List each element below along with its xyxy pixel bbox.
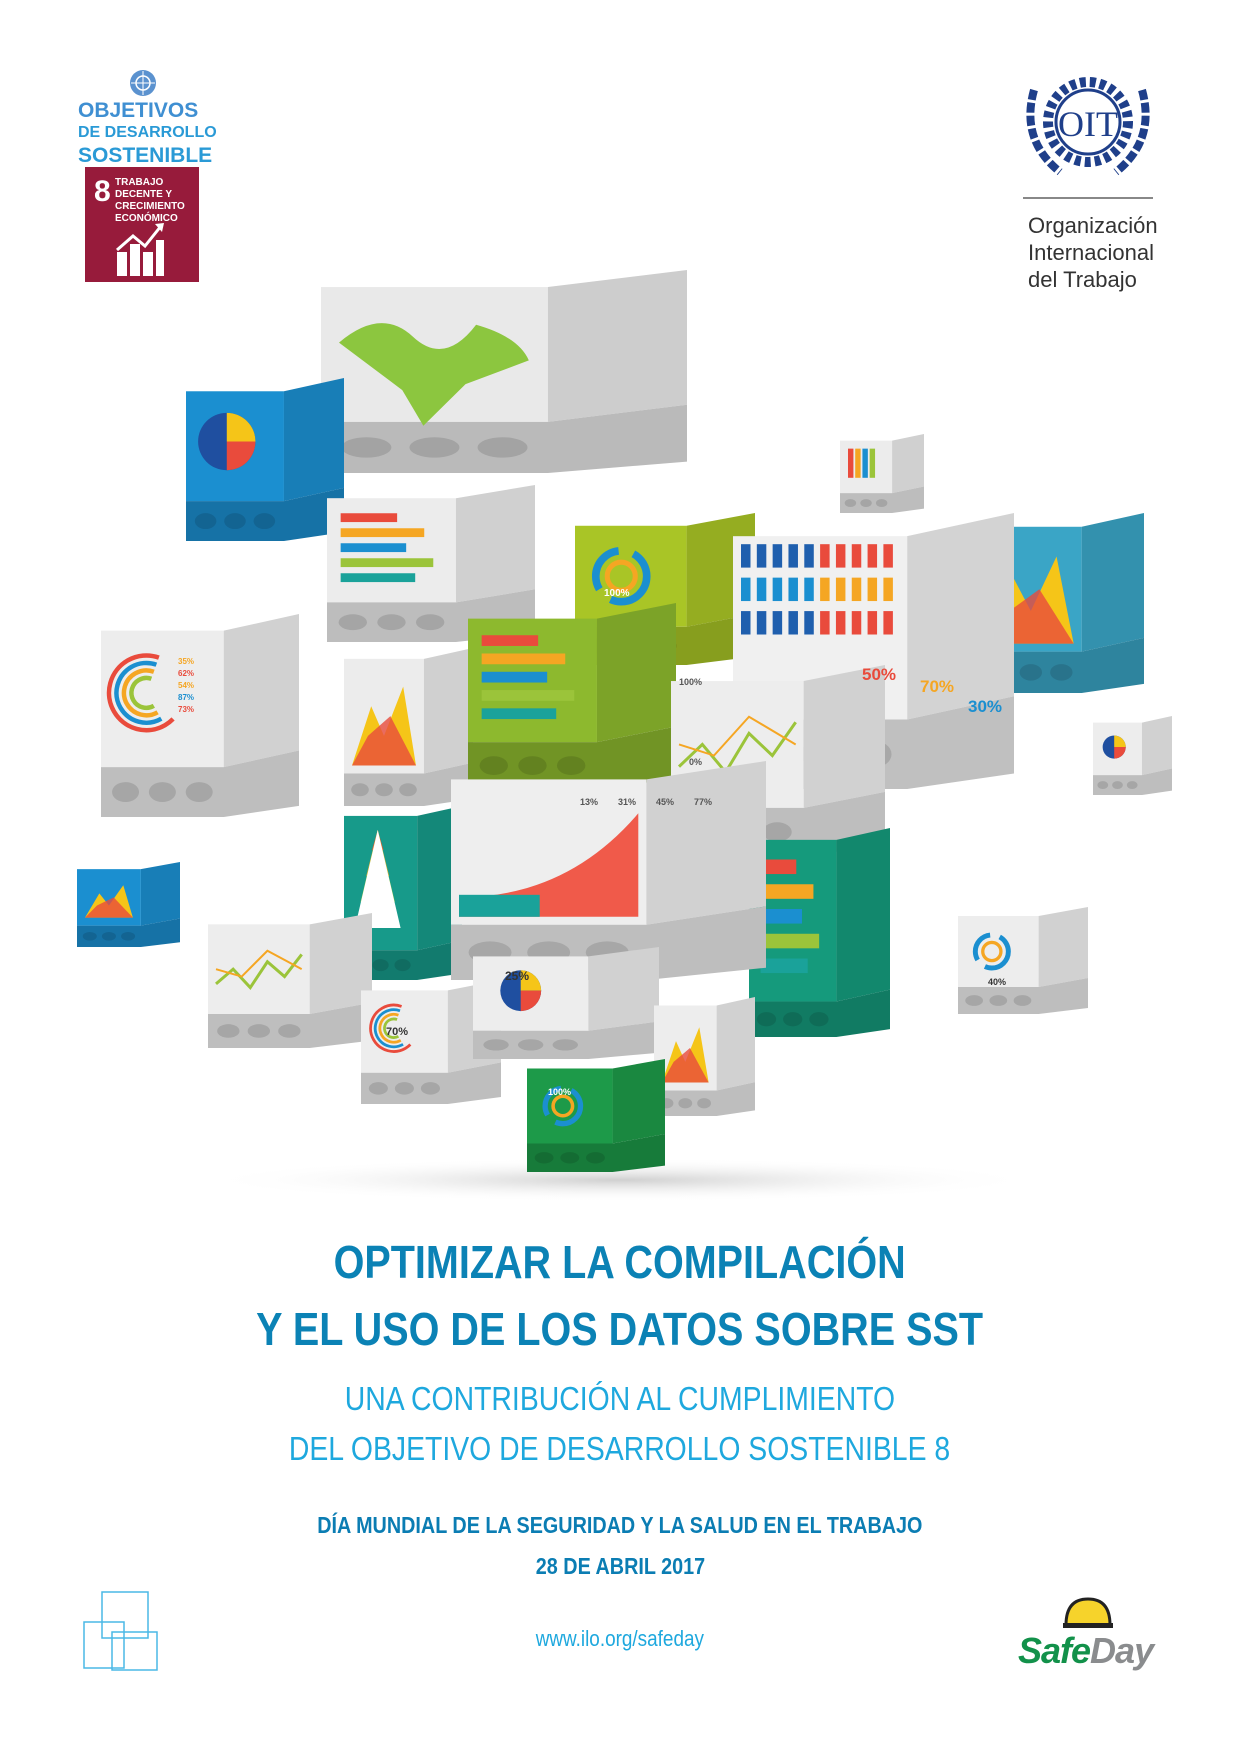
sdg-title-line3: SOSTENIBLE [78, 144, 213, 167]
green-donut-block [527, 1059, 665, 1172]
un-emblem-icon [130, 70, 156, 96]
rising-bar-chart-icon [116, 223, 164, 276]
subtitle-line1-wrap: UNA CONTRIBUCIÓN AL CUMPLIMIENTO [0, 1380, 1240, 1418]
ground-shadow [200, 1158, 1040, 1200]
donut-right-label: 40% [988, 977, 1006, 987]
curve-chart-block [451, 761, 766, 980]
headline-line1-wrap: OPTIMIZAR LA COMPILACIÓN [0, 1235, 1240, 1289]
squares-logo-icon [83, 1591, 158, 1671]
sdg-logo-title: OBJETIVOS DE DESARROLLO SOSTENIBLE [78, 98, 218, 168]
subtitle-line2: DEL OBJETIVO DE DESARROLLO SOSTENIBLE 8 [289, 1430, 951, 1467]
small-blue-block [77, 862, 180, 947]
safeday-logo-day: Day [1090, 1630, 1154, 1671]
c-legend-label-1: 62% [178, 669, 194, 678]
green-bar-block [468, 603, 676, 789]
bar-chart-block [327, 485, 535, 642]
sdg-goal-number: 8 [94, 175, 111, 208]
area-chart-block [344, 648, 473, 806]
c-legend-label-4: 73% [178, 705, 194, 714]
headline-line2-wrap: Y EL USO DE LOS DATOS SOBRE SST [0, 1302, 1240, 1356]
line-chart-top-label: 100% [679, 677, 702, 687]
people-pct-70: 70% [920, 677, 954, 696]
safeday-logo: SafeDay [1018, 1630, 1154, 1672]
oit-divider [1023, 197, 1153, 199]
c-legend-label-3: 87% [178, 693, 194, 702]
safeday-url-link[interactable]: www.ilo.org/safeday [535, 1626, 705, 1651]
c-legend-label-2: 54% [178, 681, 194, 690]
oit-name-line1: Organización [1028, 213, 1158, 238]
c-chart-block [101, 614, 299, 817]
sdg-title-line2: DE DESARROLLO [78, 124, 217, 141]
people-pct-30: 30% [968, 697, 1002, 716]
headline-line2: Y EL USO DE LOS DATOS SOBRE SST [256, 1303, 984, 1355]
c-legend-label-0: 35% [178, 657, 194, 666]
mountain-block [654, 997, 755, 1116]
sdg-goal-8-badge: 8 TRABAJO DECENTE Y CRECIMIENTO ECONÓMIC… [85, 167, 199, 282]
oit-name-line2: Internacional [1028, 240, 1154, 265]
teal-bar-block [749, 828, 890, 1037]
oit-name-line3: del Trabajo [1028, 267, 1137, 292]
small-pie-block [1093, 716, 1172, 795]
hard-hat-icon [1063, 1597, 1113, 1628]
oit-emblem: OIT [1026, 77, 1150, 176]
donut-right-block [958, 907, 1088, 1014]
line-chart-zero-label: 0% [689, 757, 702, 767]
donut-green-label: 100% [604, 588, 630, 599]
donut-small-green-label: 100% [548, 1087, 571, 1097]
event-name: DÍA MUNDIAL DE LA SEGURIDAD Y LA SALUD E… [317, 1512, 923, 1538]
subtitle-line2-wrap: DEL OBJETIVO DE DESARROLLO SOSTENIBLE 8 [0, 1430, 1240, 1468]
small-bar-block [840, 434, 924, 513]
curve-chart-label-2: 45% [656, 797, 674, 807]
pie-chart-block [186, 378, 344, 541]
pie-25-label: 25% [505, 969, 529, 983]
event-name-wrap: DÍA MUNDIAL DE LA SEGURIDAD Y LA SALUD E… [0, 1512, 1240, 1539]
curve-chart-label-1: 31% [618, 797, 636, 807]
oit-emblem-text: OIT [1058, 104, 1118, 144]
safeday-logo-safe: Safe [1018, 1630, 1091, 1671]
sdg-title-line1: OBJETIVOS [78, 99, 199, 122]
pie25-block [473, 947, 659, 1059]
event-date-wrap: 28 DE ABRIL 2017 [0, 1553, 1240, 1580]
curve-chart-label-3: 77% [694, 797, 712, 807]
sdg-goal-text: TRABAJO DECENTE Y CRECIMIENTO ECONÓMICO [115, 177, 185, 224]
curve-chart-label-0: 13% [580, 797, 598, 807]
line-graph-block [208, 913, 372, 1048]
subtitle-line1: UNA CONTRIBUCIÓN AL CUMPLIMIENTO [344, 1380, 896, 1417]
c-chart-70-label: 70% [386, 1026, 408, 1038]
headline-line1: OPTIMIZAR LA COMPILACIÓN [333, 1236, 907, 1288]
data-blocks-illustration: 50% 70% 30% 100% 100% 0% 13% 31% 45% 77% 70% 25% 100… [77, 270, 1172, 1200]
oit-name: Organización Internacional del Trabajo [1028, 212, 1158, 293]
people-pct-50: 50% [862, 665, 896, 684]
url-wrap: www.ilo.org/safeday [0, 1626, 1240, 1652]
event-date: 28 DE ABRIL 2017 [535, 1553, 705, 1579]
world-map-block [321, 270, 687, 473]
